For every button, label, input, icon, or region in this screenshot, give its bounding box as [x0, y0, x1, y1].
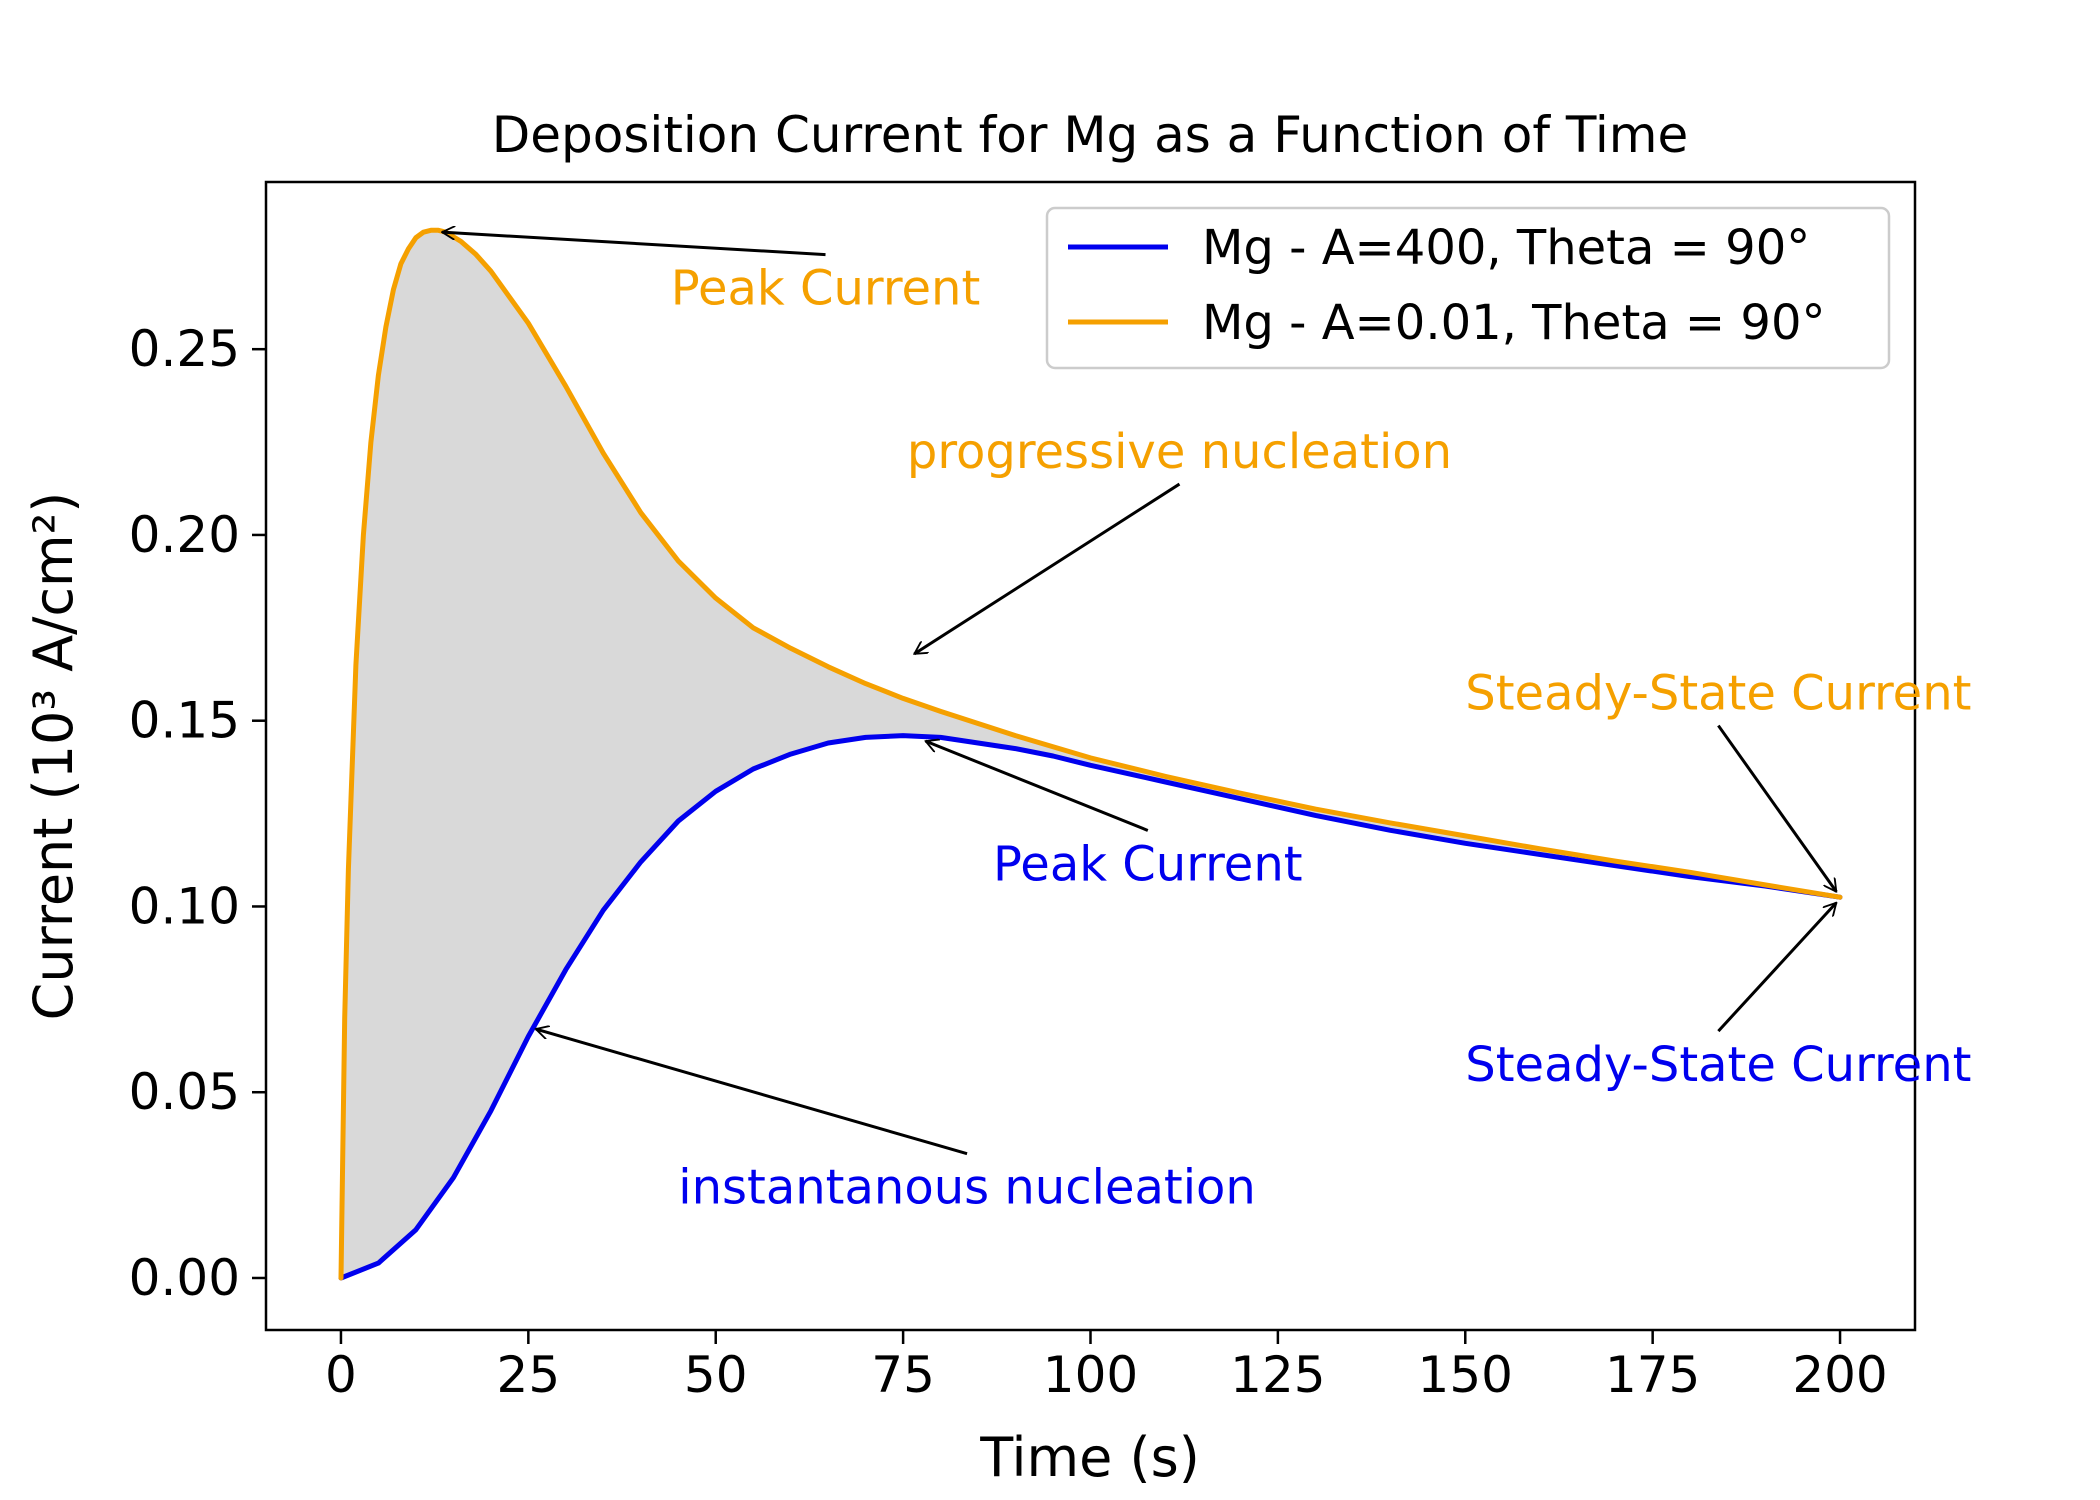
x-tick-label: 75 — [871, 1346, 935, 1404]
annotation-label: Peak Current — [993, 836, 1303, 892]
chart-title: Deposition Current for Mg as a Function … — [492, 106, 1688, 164]
y-tick-label: 0.20 — [129, 506, 240, 564]
y-tick-label: 0.25 — [129, 320, 240, 378]
annotation-arrow — [1717, 903, 1836, 1033]
annotation-arrow — [536, 1029, 968, 1156]
annotation-arrow — [442, 232, 826, 257]
legend-label: Mg - A=400, Theta = 90° — [1202, 220, 1810, 276]
annotation-label: instantanous nucleation — [678, 1160, 1256, 1216]
annotation-arrow — [1717, 724, 1838, 892]
annotation-label: Steady-State Current — [1465, 1037, 1971, 1093]
y-tick-label: 0.10 — [129, 877, 240, 935]
legend-label: Mg - A=0.01, Theta = 90° — [1202, 295, 1825, 351]
x-tick-label: 125 — [1230, 1346, 1325, 1404]
y-axis-label: Current (10³ A/cm²) — [22, 492, 85, 1021]
x-tick-label: 0 — [325, 1346, 357, 1404]
x-tick-label: 50 — [684, 1346, 748, 1404]
y-tick-label: 0.00 — [129, 1249, 240, 1307]
legend: Mg - A=400, Theta = 90° Mg - A=0.01, Thet… — [1045, 206, 1891, 370]
x-tick-label: 25 — [497, 1346, 561, 1404]
legend-box — [1045, 206, 1891, 370]
annotation-arrow — [926, 741, 1149, 832]
fill-between-area — [341, 230, 1840, 1278]
series-line-a001 — [338, 227, 1843, 1281]
x-tick-label: 150 — [1418, 1346, 1513, 1404]
x-axis-label: Time (s) — [979, 1426, 1200, 1489]
x-tick-label: 175 — [1605, 1346, 1700, 1404]
x-tick-label: 200 — [1792, 1346, 1887, 1404]
annotation-arrow — [914, 482, 1181, 656]
annotation-label: Peak Current — [671, 261, 981, 317]
series-line-a400 — [338, 733, 1843, 1281]
y-tick-label: 0.15 — [129, 692, 240, 750]
y-tick-label: 0.05 — [129, 1063, 240, 1121]
x-tick-label: 100 — [1043, 1346, 1138, 1404]
annotation-label: progressive nucleation — [907, 424, 1452, 480]
annotation-label: Steady-State Current — [1465, 666, 1971, 722]
